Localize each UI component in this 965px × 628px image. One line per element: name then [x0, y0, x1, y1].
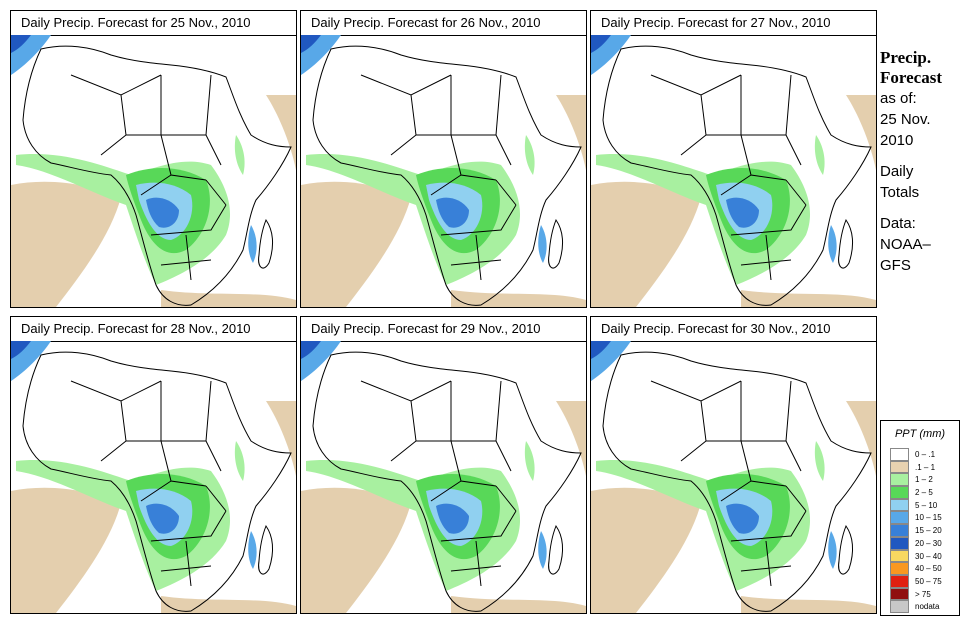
legend-item: 50 – 75 — [881, 574, 959, 588]
country-borders — [312, 351, 582, 612]
africa-map — [11, 35, 296, 307]
legend-label: 15 – 20 — [915, 526, 942, 536]
legend-label: 5 – 10 — [915, 500, 938, 510]
data-line-1: Data: — [880, 215, 916, 232]
legend-label: 30 – 40 — [915, 551, 942, 561]
legend-label: 2 – 5 — [915, 488, 933, 498]
legend-label: .1 – 1 — [915, 462, 936, 472]
ppt-legend: PPT (mm) 0 – .1 .1 – 1 1 – 2 2 – 5 5 – 10 10 … — [880, 420, 960, 616]
legend-swatch — [890, 574, 909, 588]
heading-line-2: Forecast — [880, 68, 942, 87]
legend-item: 20 – 30 — [881, 536, 959, 550]
legend-item: nodata — [881, 600, 959, 613]
legend-swatch — [890, 549, 909, 563]
legend-item: 2 – 5 — [881, 486, 959, 499]
africa-map — [11, 341, 296, 613]
data-line-3: GFS — [880, 257, 911, 274]
legend-item: 30 – 40 — [881, 549, 959, 563]
legend-label: 10 – 15 — [915, 513, 942, 523]
daily-line-1: Daily — [880, 163, 914, 180]
legend-swatch — [890, 486, 909, 499]
legend-label: 50 – 75 — [915, 576, 942, 586]
country-borders — [602, 45, 872, 306]
legend-item: 0 – .1 — [881, 448, 959, 461]
legend-label: > 75 — [915, 589, 931, 599]
panel-title: Daily Precip. Forecast for 30 Nov., 2010 — [591, 317, 876, 342]
legend-item: 5 – 10 — [881, 498, 959, 512]
country-borders — [22, 45, 292, 306]
data-line-2: NOAA– — [880, 236, 931, 253]
legend-swatch — [890, 460, 909, 474]
forecast-panel-nov-28: Daily Precip. Forecast for 28 Nov., 2010 — [10, 316, 297, 614]
legend-swatch — [890, 524, 909, 537]
legend-item: 10 – 15 — [881, 511, 959, 525]
forecast-panel-nov-26: Daily Precip. Forecast for 26 Nov., 2010 — [300, 10, 587, 308]
legend-label: 20 – 30 — [915, 538, 942, 548]
legend-title: PPT (mm) — [894, 428, 946, 440]
country-borders — [22, 351, 292, 612]
country-borders — [312, 45, 582, 306]
africa-map — [301, 35, 586, 307]
legend-label: nodata — [915, 602, 940, 612]
legend-swatch — [890, 536, 909, 550]
legend-swatch — [890, 600, 909, 613]
panel-title: Daily Precip. Forecast for 29 Nov., 2010 — [301, 317, 586, 342]
asof-line-2: 25 Nov. — [880, 111, 931, 128]
rain-areas — [591, 35, 837, 285]
asof-line-1: as of: — [880, 90, 917, 107]
panel-title: Daily Precip. Forecast for 25 Nov., 2010 — [11, 11, 296, 36]
legend-item: > 75 — [881, 587, 959, 601]
legend-swatch — [890, 473, 909, 487]
heading-line-1: Precip. — [880, 48, 932, 67]
legend-label: 0 – .1 — [915, 450, 936, 459]
legend-swatch — [890, 562, 909, 575]
forecast-panel-nov-25: Daily Precip. Forecast for 25 Nov., 2010 — [10, 10, 297, 308]
forecast-panel-nov-29: Daily Precip. Forecast for 29 Nov., 2010 — [300, 316, 587, 614]
info-sidebar: Precip. Forecast as of: 25 Nov. 2010 Dai… — [880, 48, 964, 276]
panel-title: Daily Precip. Forecast for 28 Nov., 2010 — [11, 317, 296, 342]
africa-map — [301, 341, 586, 613]
country-borders — [602, 351, 872, 612]
legend-item: 15 – 20 — [881, 524, 959, 537]
legend-label: 1 – 2 — [915, 475, 933, 485]
legend-swatch — [890, 498, 909, 512]
panel-title: Daily Precip. Forecast for 27 Nov., 2010 — [591, 11, 876, 36]
asof-line-3: 2010 — [880, 132, 914, 149]
africa-map — [591, 341, 876, 613]
forecast-panel-nov-30: Daily Precip. Forecast for 30 Nov., 2010 — [590, 316, 877, 614]
daily-line-2: Totals — [880, 184, 920, 201]
legend-rows: 0 – .1 .1 – 1 1 – 2 2 – 5 5 – 10 10 – 15 15 – … — [881, 448, 959, 613]
legend-swatch — [890, 448, 909, 461]
panel-title: Daily Precip. Forecast for 26 Nov., 2010 — [301, 11, 586, 36]
legend-item: .1 – 1 — [881, 460, 959, 474]
legend-swatch — [890, 511, 909, 525]
legend-label: 40 – 50 — [915, 564, 942, 574]
legend-swatch — [890, 587, 909, 601]
forecast-panel-nov-27: Daily Precip. Forecast for 27 Nov., 2010 — [590, 10, 877, 308]
africa-map — [591, 35, 876, 307]
legend-item: 40 – 50 — [881, 562, 959, 575]
legend-item: 1 – 2 — [881, 473, 959, 487]
